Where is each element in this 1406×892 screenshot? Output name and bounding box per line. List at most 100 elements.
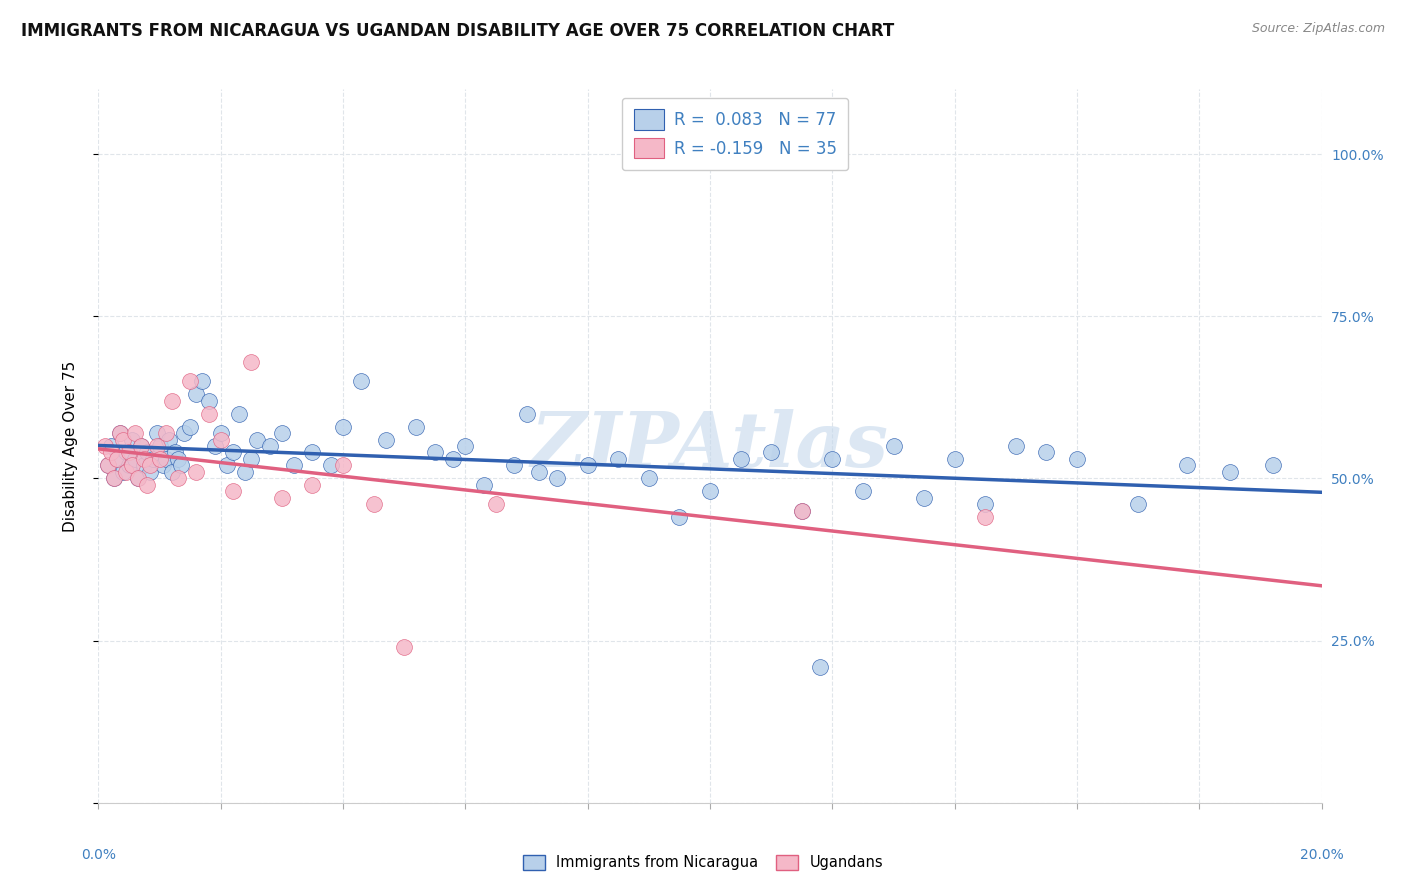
Point — [103, 471, 125, 485]
Point — [638, 471, 661, 485]
Point — [129, 439, 152, 453]
Point — [974, 510, 997, 524]
Point — [209, 425, 232, 440]
Point — [111, 433, 134, 447]
Point — [108, 425, 131, 440]
Point — [974, 497, 997, 511]
Point — [170, 458, 193, 473]
Point — [121, 433, 143, 447]
Point — [472, 478, 495, 492]
Point — [111, 465, 134, 479]
Point — [607, 452, 630, 467]
Point — [423, 445, 446, 459]
Point — [149, 452, 172, 467]
Point — [155, 425, 177, 440]
Point — [222, 484, 245, 499]
Text: Source: ZipAtlas.com: Source: ZipAtlas.com — [1251, 22, 1385, 36]
Point — [197, 393, 219, 408]
Point — [808, 659, 831, 673]
Point — [215, 458, 238, 473]
Point — [332, 458, 354, 473]
Point — [160, 465, 183, 479]
Point — [576, 458, 599, 473]
Point — [127, 471, 149, 485]
Point — [485, 497, 508, 511]
Point — [730, 452, 752, 467]
Point — [167, 452, 190, 467]
Point — [790, 504, 813, 518]
Point — [115, 445, 138, 459]
Point — [105, 452, 128, 467]
Point — [319, 458, 342, 473]
Point — [1261, 458, 1284, 473]
Point — [259, 439, 281, 453]
Point — [761, 445, 783, 459]
Point — [301, 445, 323, 459]
Point — [167, 471, 190, 485]
Text: 0.0%: 0.0% — [82, 848, 115, 863]
Point — [97, 458, 120, 473]
Point — [145, 439, 167, 453]
Point — [103, 471, 125, 485]
Point — [108, 425, 131, 440]
Point — [240, 354, 263, 368]
Text: ZIPAtlas: ZIPAtlas — [531, 409, 889, 483]
Point — [441, 452, 464, 467]
Point — [943, 452, 966, 467]
Point — [392, 640, 416, 654]
Point — [527, 465, 550, 479]
Point — [668, 510, 690, 524]
Point — [240, 452, 263, 467]
Point — [270, 425, 294, 440]
Point — [121, 458, 143, 473]
Point — [699, 484, 721, 499]
Point — [228, 407, 250, 421]
Point — [186, 387, 208, 401]
Point — [136, 478, 159, 492]
Point — [149, 439, 172, 453]
Point — [197, 407, 219, 421]
Point — [283, 458, 305, 473]
Point — [790, 504, 813, 518]
Point — [204, 439, 226, 453]
Point — [118, 445, 141, 459]
Point — [179, 374, 201, 388]
Point — [405, 419, 427, 434]
Point — [1004, 439, 1026, 453]
Point — [124, 452, 146, 467]
Point — [129, 439, 152, 453]
Text: 20.0%: 20.0% — [1299, 848, 1344, 863]
Point — [155, 452, 177, 467]
Point — [852, 484, 875, 499]
Point — [179, 419, 201, 434]
Point — [233, 465, 256, 479]
Point — [883, 439, 905, 453]
Point — [350, 374, 373, 388]
Point — [93, 439, 115, 453]
Point — [115, 465, 138, 479]
Point — [270, 491, 294, 505]
Point — [516, 407, 538, 421]
Point — [332, 419, 354, 434]
Point — [136, 445, 159, 459]
Point — [912, 491, 935, 505]
Point — [142, 452, 165, 467]
Point — [100, 445, 122, 459]
Point — [1066, 452, 1088, 467]
Point — [222, 445, 245, 459]
Point — [546, 471, 568, 485]
Point — [160, 393, 183, 408]
Point — [100, 439, 122, 453]
Legend: R =  0.083   N = 77, R = -0.159   N = 35: R = 0.083 N = 77, R = -0.159 N = 35 — [621, 97, 848, 169]
Point — [139, 465, 162, 479]
Legend: Immigrants from Nicaragua, Ugandans: Immigrants from Nicaragua, Ugandans — [517, 848, 889, 876]
Point — [363, 497, 385, 511]
Point — [105, 452, 128, 467]
Point — [124, 425, 146, 440]
Point — [157, 433, 180, 447]
Point — [191, 374, 214, 388]
Point — [821, 452, 844, 467]
Point — [1175, 458, 1198, 473]
Point — [118, 458, 141, 473]
Point — [152, 458, 174, 473]
